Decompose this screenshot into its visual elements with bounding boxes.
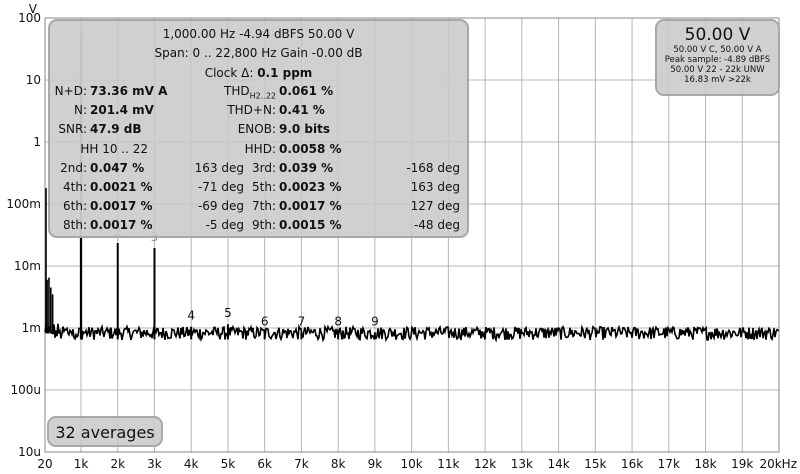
snr-label: SNR: (58, 122, 87, 136)
harmonic-number-label: 5 (224, 306, 232, 320)
y-tick-label: 10 (26, 73, 41, 87)
y-tick-label: 1m (22, 321, 41, 335)
x-tick-label: 18k (694, 457, 716, 471)
harmonic-value: 0.0021 % (90, 180, 153, 194)
y-tick-label: 100u (10, 383, 41, 397)
y-tick-label: 10m (14, 259, 41, 273)
thdn-value: 0.41 % (279, 103, 325, 117)
x-tick-label: 2k (110, 457, 125, 471)
x-tick-label: 8k (331, 457, 346, 471)
hhd-label: HHD: (244, 142, 276, 156)
x-tick-label: 20kHz (759, 457, 797, 471)
clock-label: Clock Δ: (204, 66, 254, 80)
x-tick-label: 17k (658, 457, 680, 471)
harmonic-value: 0.047 % (90, 161, 145, 175)
snr-value: 47.9 dB (90, 122, 142, 136)
voltage-panel[interactable]: 50.00 V 50.00 V C, 50.00 V A Peak sample… (655, 19, 780, 96)
y-axis-label: V (29, 2, 38, 16)
thdn-label: THD+N: (227, 103, 276, 117)
span-gain-readout: Span: 0 .. 22,800 Hz Gain -0.00 dB (154, 46, 363, 60)
harmonic-phase: 127 deg (410, 199, 460, 213)
x-tick-label: 19k (731, 457, 753, 471)
x-tick-label: 14k (547, 457, 569, 471)
harmonic-phase: -48 deg (413, 218, 460, 232)
out-of-band-voltage: 16.83 mV >22k (684, 75, 751, 85)
x-tick-label: 3k (147, 457, 162, 471)
n-label: N: (73, 103, 87, 117)
x-tick-label: 16k (621, 457, 643, 471)
clock-value: 0.1 ppm (257, 66, 313, 80)
x-tick-label: 5k (221, 457, 236, 471)
measurement-panel[interactable]: 1,000.00 Hz -4.94 dBFS 50.00 V Span: 0 .… (48, 19, 469, 238)
nd-value: 73.36 mV A (90, 84, 168, 98)
x-tick-label: 9k (368, 457, 383, 471)
harmonic-value: 0.0017 % (90, 199, 153, 213)
clock-readout: Clock Δ: 0.1 ppm (50, 66, 467, 80)
harmonic-number-label: 9 (371, 314, 379, 328)
x-tick-label: 15k (584, 457, 606, 471)
plot-frame (44, 17, 780, 453)
spectrum-trace (44, 323, 780, 343)
harmonic-phase: 163 deg (410, 180, 460, 194)
harmonic-value: 0.0017 % (90, 218, 153, 232)
frequency-level-readout: 1,000.00 Hz -4.94 dBFS 50.00 V (162, 27, 355, 41)
harmonic-label: 3rd: (251, 161, 276, 175)
harmonic-label: 5th: (252, 180, 276, 194)
hhd-value: 0.0058 % (279, 142, 342, 156)
harmonic-value: 0.039 % (279, 161, 334, 175)
x-tick-label: 4k (184, 457, 199, 471)
harmonic-value: 0.0023 % (279, 180, 342, 194)
peak-sample: Peak sample: -4.89 dBFS (664, 55, 771, 65)
harmonic-phase: -71 deg (197, 180, 244, 194)
band-voltage: 50.00 V 22 - 22k UNW (670, 65, 765, 75)
enob-label: ENOB: (237, 122, 276, 136)
voltage-main: 50.00 V (684, 25, 751, 45)
x-tick-label: 7k (294, 457, 309, 471)
harmonic-label: 7th: (252, 199, 276, 213)
x-tick-label: 10k (401, 457, 423, 471)
x-tick-label: 1k (74, 457, 89, 471)
harmonic-phase: -168 deg (406, 161, 460, 175)
thd-label: THDH2..22 (210, 84, 276, 100)
nd-label: N+D: (54, 84, 87, 98)
harmonic-value: 0.0015 % (279, 218, 342, 232)
hh-range-label: HH 10 .. 22 (80, 142, 148, 156)
thd-label-text: THD (224, 84, 250, 98)
x-tick-label: 13k (511, 457, 533, 471)
harmonic-phase: -69 deg (197, 199, 244, 213)
y-tick-label: 1 (33, 135, 41, 149)
harmonic-label: 4th: (63, 180, 87, 194)
y-tick-label: 100m (6, 197, 41, 211)
harmonic-label: 9th: (252, 218, 276, 232)
harmonic-label: 2nd: (60, 161, 87, 175)
harmonic-label: 6th: (63, 199, 87, 213)
averages-badge[interactable]: 32 averages (47, 416, 163, 447)
y-tick-label: 10u (18, 445, 41, 459)
harmonic-number-label: 4 (187, 309, 195, 323)
harmonic-phase: 163 deg (194, 161, 244, 175)
thd-label-sub: H2..22 (249, 91, 276, 101)
harmonic-phase: -5 deg (205, 218, 244, 232)
x-tick-label: 20 (37, 457, 52, 471)
x-tick-label: 12k (474, 457, 496, 471)
harmonic-number-label: 8 (334, 314, 342, 328)
thd-value: 0.061 % (279, 84, 334, 98)
harmonic-number-label: 7 (298, 314, 306, 328)
x-tick-label: 11k (437, 457, 459, 471)
x-tick-label: 6k (257, 457, 272, 471)
harmonic-value: 0.0017 % (279, 199, 342, 213)
harmonic-label: 8th: (63, 218, 87, 232)
n-value: 201.4 mV (90, 103, 154, 117)
voltage-weighting: 50.00 V C, 50.00 V A (673, 45, 762, 55)
harmonic-number-label: 6 (261, 314, 269, 328)
enob-value: 9.0 bits (279, 122, 331, 136)
y-tick-label: 100 (18, 11, 41, 25)
